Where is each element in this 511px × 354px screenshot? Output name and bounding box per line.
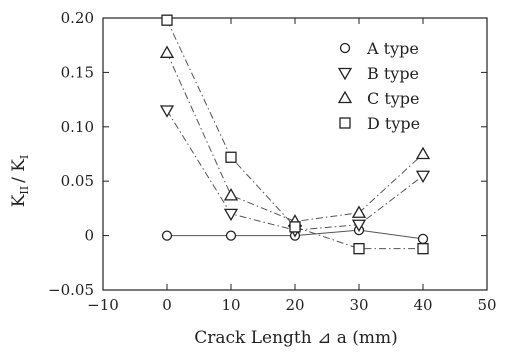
data-point (225, 209, 237, 220)
y-axis-label-divider: / K (9, 159, 29, 183)
x-tick-label: 50 (477, 296, 496, 314)
data-point (162, 15, 172, 25)
y-tick-label: 0.10 (61, 118, 94, 136)
x-tick-label: 20 (285, 296, 304, 314)
data-point (354, 244, 364, 254)
y-tick-label: 0.20 (61, 9, 94, 27)
legend-marker (339, 69, 351, 80)
data-point (417, 148, 429, 159)
data-point (226, 152, 236, 162)
legend: A type B type C type D type (339, 39, 420, 133)
y-tick-label: 0 (84, 227, 94, 245)
legend-item: C type (339, 89, 420, 108)
data-point (163, 231, 172, 240)
legend-marker (339, 92, 351, 103)
legend-label: A type (366, 39, 419, 58)
x-tick-label: 10 (221, 296, 240, 314)
x-tick-label: 0 (162, 296, 172, 314)
y-tick-label: 0.05 (61, 172, 94, 190)
legend-marker (340, 118, 350, 128)
data-point (417, 171, 429, 182)
y-axis-label-main: K (9, 194, 29, 207)
plot-frame (103, 18, 487, 290)
data-point (419, 234, 428, 243)
legend-item: A type (341, 39, 419, 58)
data-point (161, 106, 173, 117)
legend-item: D type (340, 114, 420, 133)
legend-item: B type (339, 64, 419, 83)
legend-label: B type (367, 64, 419, 83)
legend-label: C type (367, 89, 420, 108)
x-axis-label: Crack Length ⊿ a (mm) (194, 328, 398, 348)
data-point (418, 244, 428, 254)
y-axis-label-sub2: I (18, 155, 31, 159)
x-tick-label: 40 (413, 296, 432, 314)
y-axis-label-sub: II (18, 186, 31, 195)
data-point (161, 47, 173, 58)
data-point (227, 231, 236, 240)
y-tick-label: 0.15 (61, 63, 94, 81)
svg-text:KII/ KI: KII / KI (9, 155, 31, 208)
x-tick-label: 30 (349, 296, 368, 314)
y-axis-label: KII / KI (9, 155, 31, 208)
legend-label: D type (367, 114, 420, 133)
data-point (225, 189, 237, 200)
legend-marker (341, 44, 350, 53)
y-tick-label: −0.05 (48, 281, 94, 299)
data-point (290, 222, 300, 232)
